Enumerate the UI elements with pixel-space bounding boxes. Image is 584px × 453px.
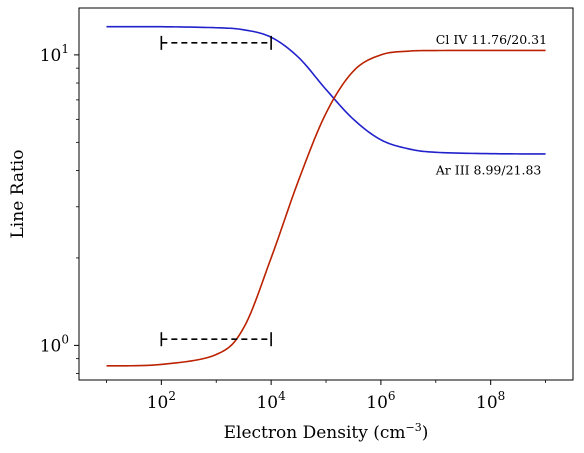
x-tick-label-4: 108 [476,389,505,413]
y-tick-label-2: 101 [40,42,69,66]
x-axis-title: Electron Density (cm−3) [224,421,429,443]
series-line-1 [106,25,546,155]
x-tick-label-3: 106 [366,389,395,413]
range-bar-2 [160,332,272,347]
series-line-2 [106,49,546,367]
curve-label-1: Cl IV 11.76/20.31 [436,32,547,47]
range-bar-1 [160,35,272,50]
curve-label-2: Ar III 8.99/21.83 [435,162,542,177]
x-tick-label-1: 102 [147,389,176,413]
x-tick-label-2: 104 [256,389,286,413]
y-tick-label-1: 100 [40,332,69,356]
y-axis-title: Line Ratio [8,150,28,239]
